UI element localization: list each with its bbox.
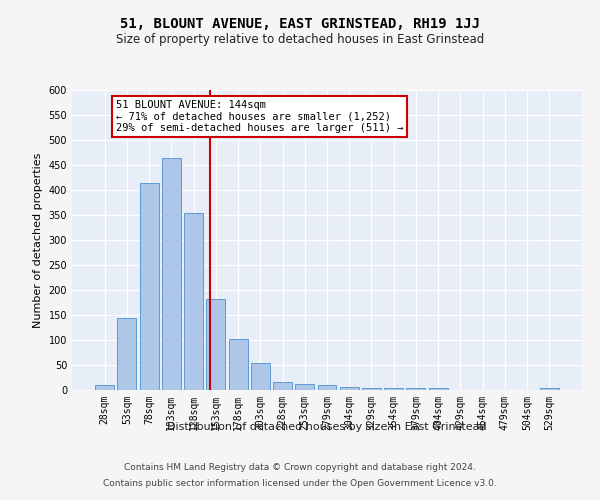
Bar — [384, 388, 403, 390]
Text: Size of property relative to detached houses in East Grinstead: Size of property relative to detached ho… — [116, 32, 484, 46]
Bar — [273, 382, 292, 390]
Text: Distribution of detached houses by size in East Grinstead: Distribution of detached houses by size … — [167, 422, 487, 432]
Text: 51, BLOUNT AVENUE, EAST GRINSTEAD, RH19 1JJ: 51, BLOUNT AVENUE, EAST GRINSTEAD, RH19 … — [120, 18, 480, 32]
Bar — [362, 388, 381, 390]
Bar — [251, 362, 270, 390]
Bar — [118, 318, 136, 390]
Bar — [95, 385, 114, 390]
Y-axis label: Number of detached properties: Number of detached properties — [33, 152, 43, 328]
Bar — [540, 388, 559, 390]
Bar — [406, 388, 425, 390]
Bar — [206, 298, 225, 390]
Text: Contains HM Land Registry data © Crown copyright and database right 2024.: Contains HM Land Registry data © Crown c… — [124, 464, 476, 472]
Bar — [140, 182, 158, 390]
Bar — [317, 385, 337, 390]
Bar — [340, 387, 359, 390]
Bar — [184, 212, 203, 390]
Bar — [162, 158, 181, 390]
Bar — [295, 384, 314, 390]
Bar — [229, 338, 248, 390]
Text: 51 BLOUNT AVENUE: 144sqm
← 71% of detached houses are smaller (1,252)
29% of sem: 51 BLOUNT AVENUE: 144sqm ← 71% of detach… — [116, 100, 403, 133]
Bar — [429, 388, 448, 390]
Text: Contains public sector information licensed under the Open Government Licence v3: Contains public sector information licen… — [103, 478, 497, 488]
